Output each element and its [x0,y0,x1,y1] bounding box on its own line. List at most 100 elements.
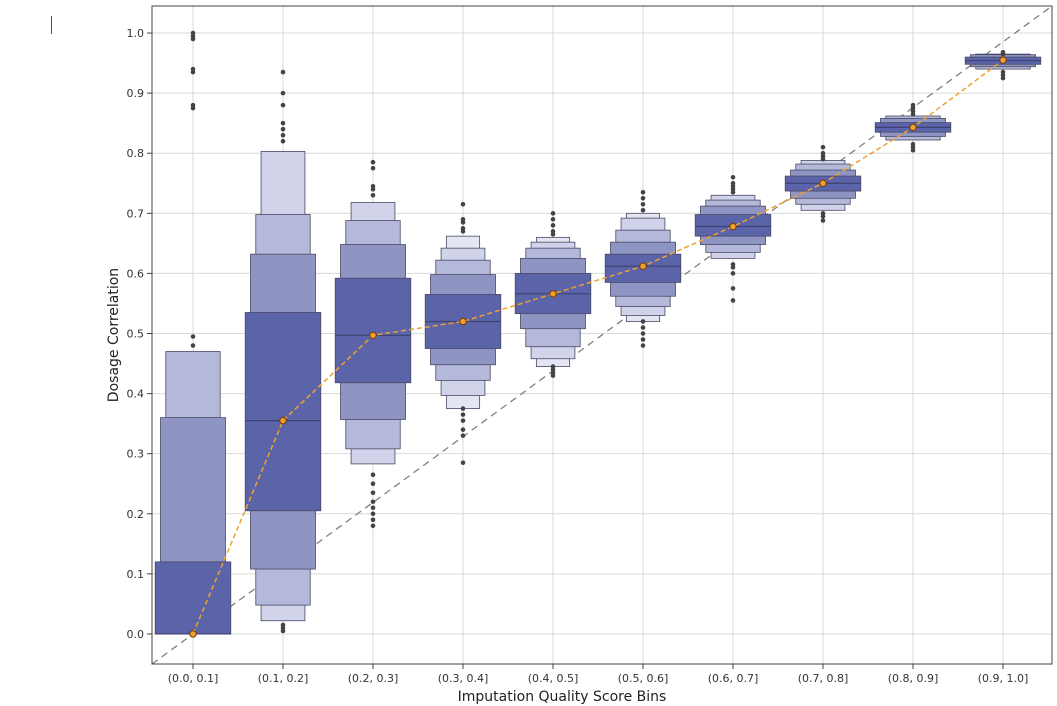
mean-marker [819,179,827,187]
mean-marker [189,630,197,638]
y-tick-label: 0.4 [127,388,145,401]
outlier-point [460,202,466,207]
outlier-point [910,102,916,108]
outlier-point [460,418,466,423]
outlier-point [640,319,646,324]
outlier-point [280,69,286,75]
y-tick-label: 0.1 [127,568,145,581]
outlier-point [370,511,376,517]
outlier-point [460,433,466,438]
outlier-point [370,523,376,529]
mean-marker [639,262,647,270]
outlier-point [460,460,466,465]
outlier-point [370,183,376,189]
outlier-point [640,337,646,342]
boxen-group [154,30,232,635]
outlier-point [460,427,466,432]
y-tick-label: 0.8 [127,147,145,160]
outlier-point [550,211,556,216]
mean-marker [999,56,1007,64]
outlier-point [460,406,466,411]
outlier-point [640,325,646,330]
x-tick-label: (0.3, 0.4] [438,672,489,685]
outlier-point [730,298,736,303]
outlier-point [640,343,646,348]
outlier-point [460,226,466,231]
outlier-point [190,66,196,72]
outlier-point [1000,49,1006,55]
mean-marker [729,222,737,231]
outlier-point [370,481,376,487]
outlier-point [370,499,376,505]
y-tick-label: 0.9 [127,87,145,100]
outlier-point [730,271,736,276]
y-tick-label: 0.2 [127,508,145,521]
outlier-point [730,174,736,180]
x-tick-label: (0.7, 0.8] [798,672,849,685]
outlier-point [370,490,376,496]
outlier-point [280,102,286,108]
outlier-point [550,364,556,369]
outlier-point [280,120,286,126]
boxen-level [334,277,412,384]
outlier-point [910,141,916,147]
x-tick-label: (0.5, 0.6] [618,672,669,685]
y-tick-label: 0.6 [127,267,145,280]
mean-marker [549,290,557,298]
x-axis-label: Imputation Quality Score Bins [458,689,667,705]
mean-marker [909,123,917,132]
outlier-point [190,343,196,348]
x-tick-label: (0.6, 0.7] [708,672,759,685]
boxen-groups [154,30,1042,635]
boxen-group [244,69,322,634]
outlier-point [280,132,286,138]
y-axis-label: Dosage Correlation [106,268,122,402]
y-tick-label: 0.7 [127,207,145,220]
outlier-point [460,412,466,417]
outlier-point [370,517,376,523]
outlier-point [280,126,286,132]
outlier-point [820,150,826,156]
outlier-point [550,223,556,228]
plot-frame [151,5,1053,665]
mean-polyline [192,59,1004,635]
outlier-point [370,192,376,198]
corner-mark [51,16,52,34]
boxen-group [334,159,412,529]
outlier-point [820,218,826,223]
x-tick-label: (0.1, 0.2] [258,672,309,685]
boxen-group [694,174,772,303]
mean-marker [279,416,287,425]
outlier-point [280,90,286,96]
y-tick-label: 1.0 [127,27,145,40]
y-tick-label: 0.3 [127,448,145,461]
outlier-point [370,165,376,171]
outlier-point [280,622,286,628]
outlier-point [640,331,646,336]
outlier-point [820,144,826,150]
x-tick-label: (0.0, 0.1] [168,672,219,685]
outlier-point [460,217,466,222]
x-tick-label: (0.4, 0.5] [528,672,579,685]
outlier-point [640,195,646,201]
outlier-point [190,102,196,108]
outlier-point [730,180,736,186]
x-tick-label: (0.8, 0.9] [888,672,939,685]
outlier-point [640,208,646,213]
outlier-point [550,229,556,234]
y-tick-label: 0.0 [127,628,145,641]
boxen-group [514,211,592,378]
outlier-point [370,159,376,165]
x-tick-label: (0.2, 0.3] [348,672,399,685]
outlier-point [280,138,286,144]
mean-marker [459,317,467,326]
outlier-point [640,202,646,207]
outlier-point [730,262,736,267]
mean-marker [369,331,377,340]
mean-trend-line [189,56,1007,638]
boxen-level [244,312,322,512]
outlier-point [640,189,646,195]
y-tick-label: 0.5 [127,327,145,340]
outlier-point [1000,69,1006,75]
